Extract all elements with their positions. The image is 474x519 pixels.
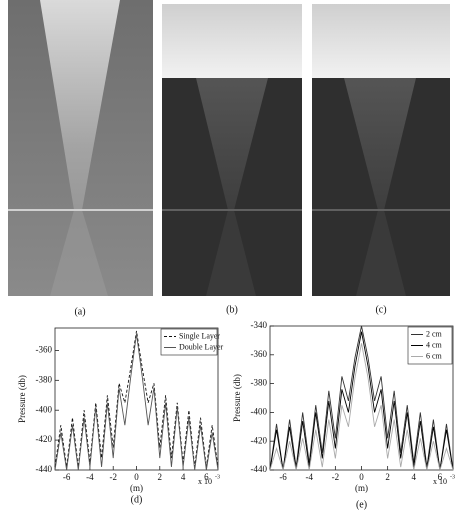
x-scale-exponent: -3 [215,474,220,480]
y-tick-label: -420 [251,435,268,445]
y-tick-label: -400 [251,406,268,416]
caption: (e) [356,499,367,510]
x-tick-label: 0 [134,472,139,482]
y-tick-label: -400 [36,404,53,414]
x-tick-label: 6 [204,472,209,482]
x-tick-label: 0 [359,472,364,482]
y-tick-label: -420 [36,434,53,444]
y-tick-label: -360 [251,349,268,359]
y-tick-label: -360 [36,344,53,354]
x-scale-exponent: -3 [450,474,455,480]
caption: (b) [226,304,238,315]
image-c [312,4,450,296]
y-tick-label: -340 [251,320,268,330]
legend-label: Double Layer [179,342,224,351]
legend-label: 4 cm [426,340,443,349]
x-tick-label: -4 [305,472,313,482]
y-tick-label: -440 [36,464,53,474]
x-axis-label: (m) [355,483,368,493]
legend-box [160,328,218,356]
series-line [269,343,454,472]
caption: (a) [74,306,85,317]
caption: (d) [131,494,143,505]
y-tick-label: -380 [36,374,53,384]
y-tick-label: -440 [251,464,268,474]
x-tick-label: -2 [109,472,117,482]
x-tick-label: 4 [181,472,186,482]
x-tick-label: -6 [63,472,71,482]
legend-label: 2 cm [426,329,443,338]
y-axis-label: Pressure (db) [17,375,27,423]
caption: (c) [375,304,386,315]
x-tick-label: 2 [385,472,390,482]
x-tick-label: 4 [412,472,417,482]
x-scale-label: x 10 [198,477,212,486]
x-tick-label: -2 [332,472,340,482]
legend-label: 6 cm [426,351,443,360]
series-group [269,325,454,472]
y-axis-label: Pressure (db) [232,374,242,422]
image-a [8,0,153,296]
x-axis-label: (m) [130,483,143,493]
series-line [269,331,454,471]
x-tick-label: 6 [438,472,443,482]
series-line [54,330,219,468]
x-tick-label: 2 [158,472,163,482]
y-tick-label: -380 [251,378,268,388]
series-line [54,333,219,471]
x-scale-label: x 10 [433,477,447,486]
series-group [54,330,219,471]
series-line [269,325,454,471]
x-tick-label: -6 [279,472,287,482]
x-tick-label: -4 [86,472,94,482]
image-b [162,4,302,296]
legend-label: Single Layer [179,331,220,340]
